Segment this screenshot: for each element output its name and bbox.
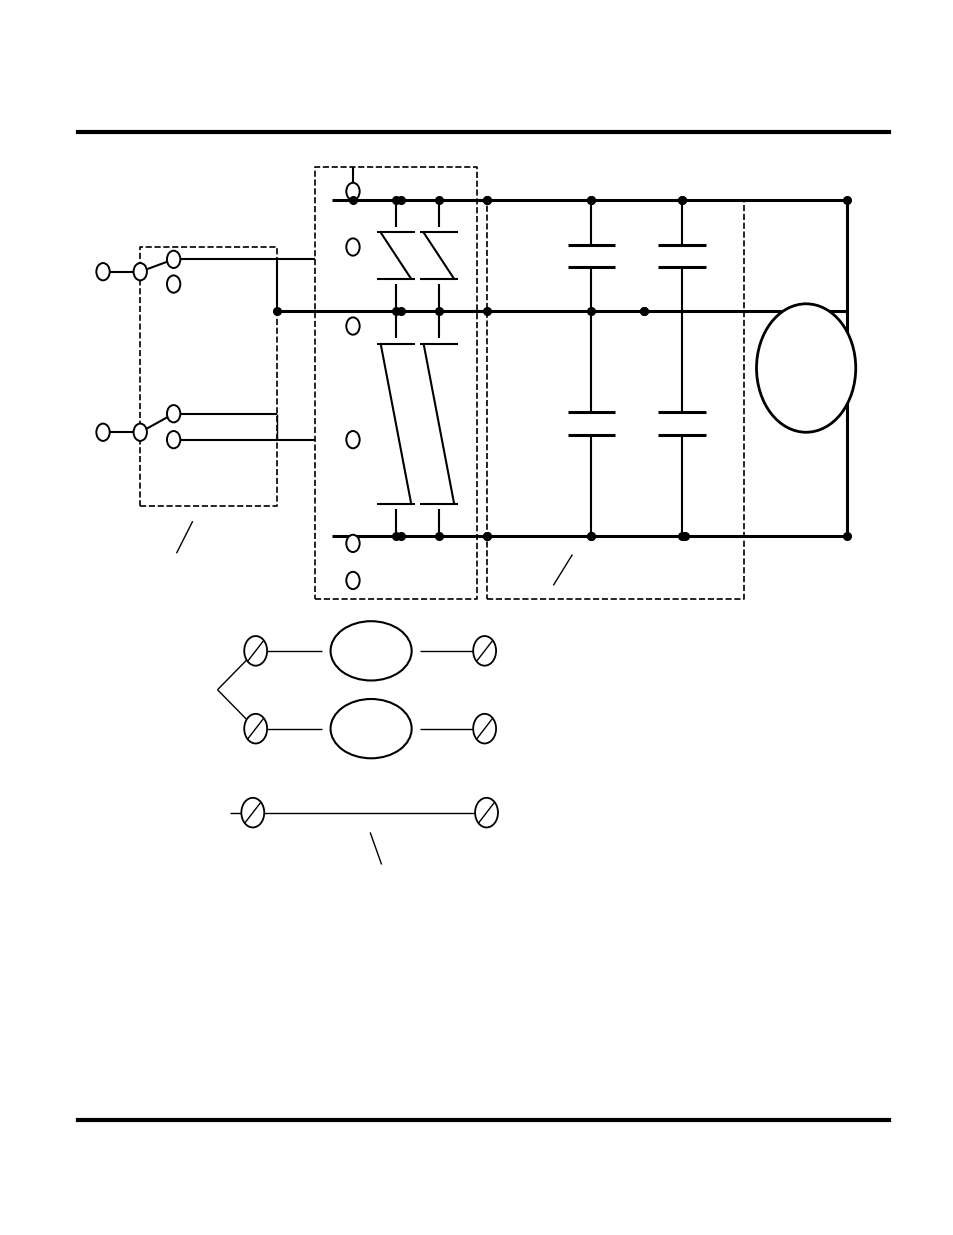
Circle shape	[346, 535, 359, 552]
Circle shape	[133, 263, 147, 280]
Circle shape	[346, 183, 359, 200]
Circle shape	[167, 275, 180, 293]
Circle shape	[241, 798, 264, 827]
Circle shape	[167, 431, 180, 448]
Circle shape	[96, 263, 110, 280]
Circle shape	[756, 304, 855, 432]
Circle shape	[96, 424, 110, 441]
Circle shape	[167, 405, 180, 422]
Circle shape	[167, 251, 180, 268]
Ellipse shape	[330, 699, 412, 758]
Circle shape	[244, 636, 267, 666]
Circle shape	[346, 572, 359, 589]
Ellipse shape	[330, 621, 412, 680]
Circle shape	[473, 714, 496, 743]
Circle shape	[133, 424, 147, 441]
Circle shape	[346, 317, 359, 335]
Circle shape	[346, 238, 359, 256]
Circle shape	[473, 636, 496, 666]
Circle shape	[475, 798, 497, 827]
Circle shape	[346, 431, 359, 448]
Circle shape	[244, 714, 267, 743]
